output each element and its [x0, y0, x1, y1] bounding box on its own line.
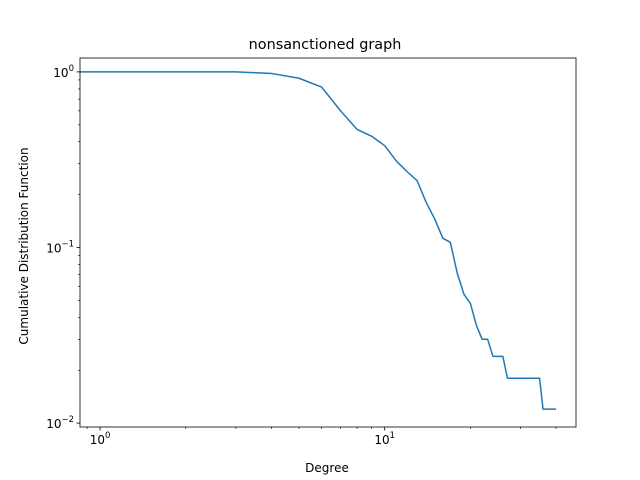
y-tick-label: 10−1: [46, 239, 74, 255]
plot-frame: [79, 57, 577, 428]
axis-ticks: 100 101 10−2 10−1 100: [46, 64, 557, 447]
x-tick-label: 100: [90, 431, 111, 447]
y-tick-label: 100: [53, 64, 74, 80]
plot-area: [80, 71, 557, 410]
y-axis-label: Cumulative Distribution Function: [17, 147, 31, 344]
x-tick-label: 101: [374, 431, 395, 447]
y-tick-label: 10−2: [46, 415, 74, 431]
x-axis-label: Degree: [305, 461, 349, 475]
cdf-series-line: [80, 71, 557, 410]
chart-title: nonsanctioned graph: [249, 37, 402, 53]
